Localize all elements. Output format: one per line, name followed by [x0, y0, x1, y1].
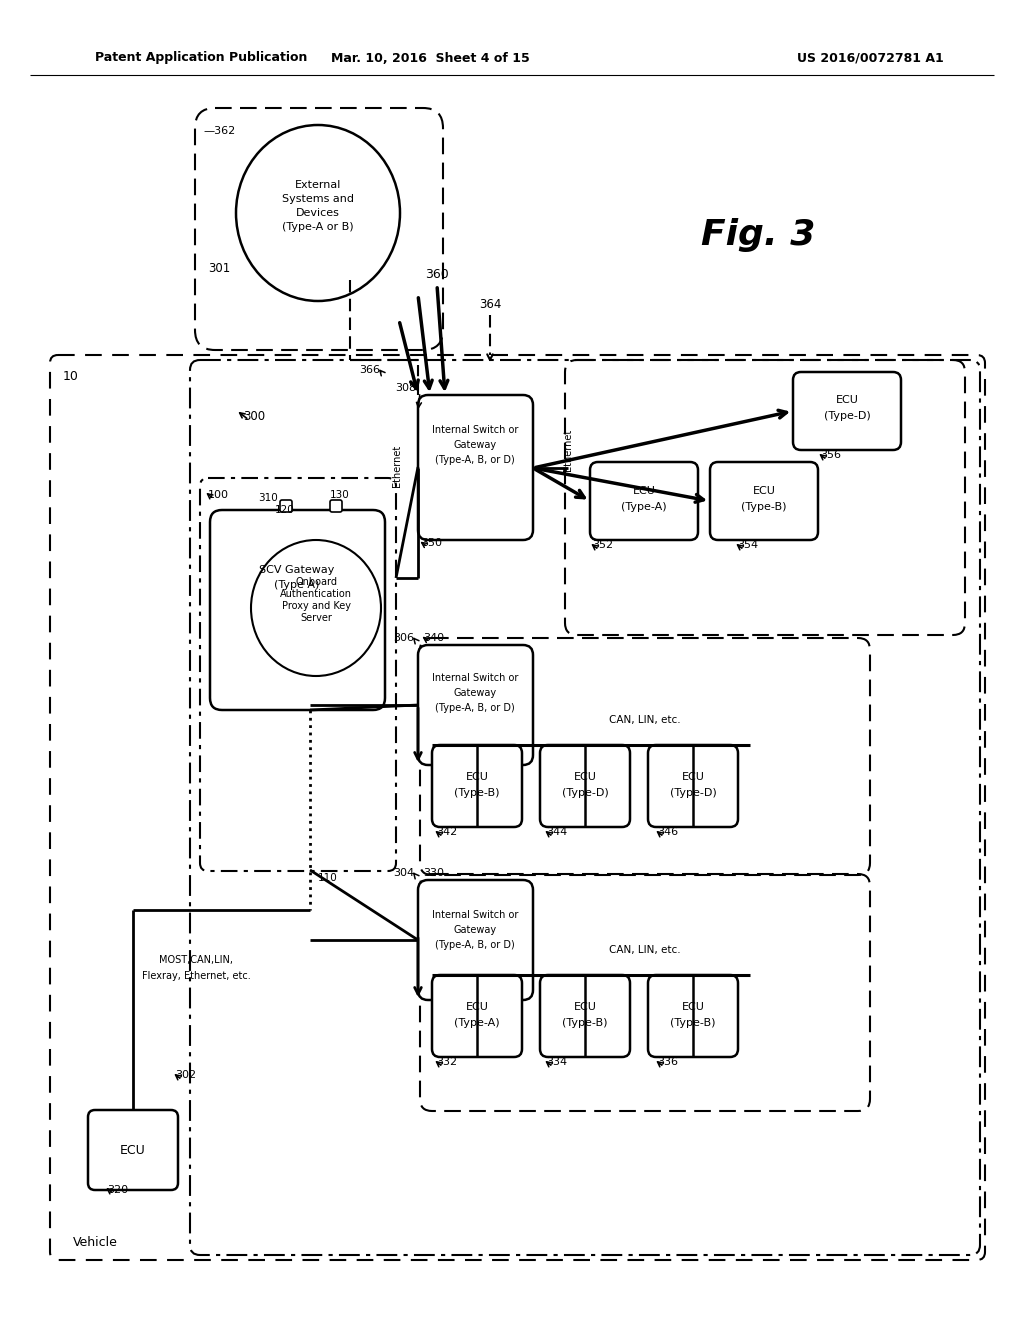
Text: ECU: ECU: [836, 395, 858, 405]
Text: 346: 346: [657, 828, 678, 837]
Text: 130: 130: [330, 490, 350, 500]
Text: 342: 342: [436, 828, 458, 837]
Text: (Type-A, B, or D): (Type-A, B, or D): [435, 940, 515, 950]
Text: (Type-A or B): (Type-A or B): [283, 222, 354, 232]
Text: Devices: Devices: [296, 209, 340, 218]
Text: US 2016/0072781 A1: US 2016/0072781 A1: [797, 51, 943, 65]
Text: ECU: ECU: [466, 772, 488, 781]
Text: Gateway: Gateway: [454, 925, 497, 935]
Text: ECU: ECU: [633, 486, 655, 496]
Text: (Type-A): (Type-A): [455, 1018, 500, 1028]
Text: 366: 366: [359, 366, 380, 375]
Text: Server: Server: [300, 612, 332, 623]
Ellipse shape: [251, 540, 381, 676]
Text: (Type-A): (Type-A): [622, 502, 667, 512]
Text: 308: 308: [395, 383, 416, 393]
Text: Mar. 10, 2016  Sheet 4 of 15: Mar. 10, 2016 Sheet 4 of 15: [331, 51, 529, 65]
Text: Gateway: Gateway: [454, 440, 497, 450]
Text: Vehicle: Vehicle: [73, 1237, 118, 1250]
Text: ECU: ECU: [466, 1002, 488, 1012]
Text: ECU: ECU: [573, 1002, 596, 1012]
Text: 10: 10: [63, 370, 79, 383]
Text: 302: 302: [175, 1071, 197, 1080]
Text: 300: 300: [243, 409, 265, 422]
Text: —362: —362: [203, 125, 236, 136]
Text: 340: 340: [423, 634, 444, 643]
Text: 356: 356: [820, 450, 841, 459]
Text: Fig. 3: Fig. 3: [700, 218, 815, 252]
FancyBboxPatch shape: [88, 1110, 178, 1191]
Text: MOST,CAN,LIN,: MOST,CAN,LIN,: [159, 954, 233, 965]
Text: (Type-B): (Type-B): [671, 1018, 716, 1028]
Text: 364: 364: [479, 298, 501, 312]
Text: 334: 334: [546, 1057, 567, 1067]
Text: Systems and: Systems and: [282, 194, 354, 205]
Text: (Type-D): (Type-D): [561, 788, 608, 799]
Text: Onboard: Onboard: [295, 577, 337, 587]
Text: (Type-D): (Type-D): [823, 411, 870, 421]
FancyBboxPatch shape: [432, 744, 522, 828]
FancyBboxPatch shape: [280, 500, 292, 512]
Text: 306: 306: [393, 634, 414, 643]
Text: (Type A): (Type A): [274, 579, 319, 590]
Text: 110: 110: [318, 873, 338, 883]
FancyBboxPatch shape: [418, 395, 534, 540]
Text: 352: 352: [592, 540, 613, 550]
Text: 344: 344: [546, 828, 567, 837]
Text: 304: 304: [393, 869, 414, 878]
FancyBboxPatch shape: [648, 975, 738, 1057]
Text: 310: 310: [258, 492, 278, 503]
FancyBboxPatch shape: [432, 975, 522, 1057]
Text: 336: 336: [657, 1057, 678, 1067]
Text: 354: 354: [737, 540, 758, 550]
Text: ECU: ECU: [120, 1143, 145, 1156]
Text: Internal Switch or: Internal Switch or: [432, 425, 518, 436]
FancyBboxPatch shape: [710, 462, 818, 540]
FancyBboxPatch shape: [540, 975, 630, 1057]
Text: Authentication: Authentication: [280, 589, 352, 599]
Text: 120: 120: [275, 506, 295, 515]
FancyBboxPatch shape: [590, 462, 698, 540]
Text: (Type-B): (Type-B): [562, 1018, 608, 1028]
Text: Patent Application Publication: Patent Application Publication: [95, 51, 307, 65]
Text: Internal Switch or: Internal Switch or: [432, 909, 518, 920]
Text: (Type-A, B, or D): (Type-A, B, or D): [435, 704, 515, 713]
Text: 320: 320: [106, 1185, 128, 1195]
Text: 100: 100: [208, 490, 229, 500]
FancyBboxPatch shape: [540, 744, 630, 828]
Text: Gateway: Gateway: [454, 688, 497, 698]
Text: (Type-A, B, or D): (Type-A, B, or D): [435, 455, 515, 465]
Text: Internal Switch or: Internal Switch or: [432, 673, 518, 682]
Text: 301: 301: [208, 261, 230, 275]
Text: 360: 360: [425, 268, 449, 281]
Text: SCV Gateway: SCV Gateway: [259, 565, 335, 576]
FancyBboxPatch shape: [793, 372, 901, 450]
Ellipse shape: [236, 125, 400, 301]
Text: CAN, LIN, etc.: CAN, LIN, etc.: [609, 945, 681, 954]
Text: External: External: [295, 180, 341, 190]
Text: ECU: ECU: [682, 1002, 705, 1012]
Text: Ethernet: Ethernet: [392, 445, 402, 487]
FancyBboxPatch shape: [210, 510, 385, 710]
Text: ECU: ECU: [573, 772, 596, 781]
Text: Ethernet: Ethernet: [563, 429, 573, 471]
Text: Proxy and Key: Proxy and Key: [282, 601, 350, 611]
Text: 330: 330: [423, 869, 444, 878]
Text: (Type-B): (Type-B): [455, 788, 500, 799]
Text: Flexray, Ethernet, etc.: Flexray, Ethernet, etc.: [141, 972, 251, 981]
FancyBboxPatch shape: [330, 500, 342, 512]
Text: ECU: ECU: [753, 486, 775, 496]
Text: 332: 332: [436, 1057, 457, 1067]
Text: 350: 350: [421, 539, 442, 548]
FancyBboxPatch shape: [418, 880, 534, 1001]
Text: (Type-B): (Type-B): [741, 502, 786, 512]
Text: ECU: ECU: [682, 772, 705, 781]
FancyBboxPatch shape: [648, 744, 738, 828]
Text: (Type-D): (Type-D): [670, 788, 717, 799]
FancyBboxPatch shape: [418, 645, 534, 766]
Text: CAN, LIN, etc.: CAN, LIN, etc.: [609, 715, 681, 725]
